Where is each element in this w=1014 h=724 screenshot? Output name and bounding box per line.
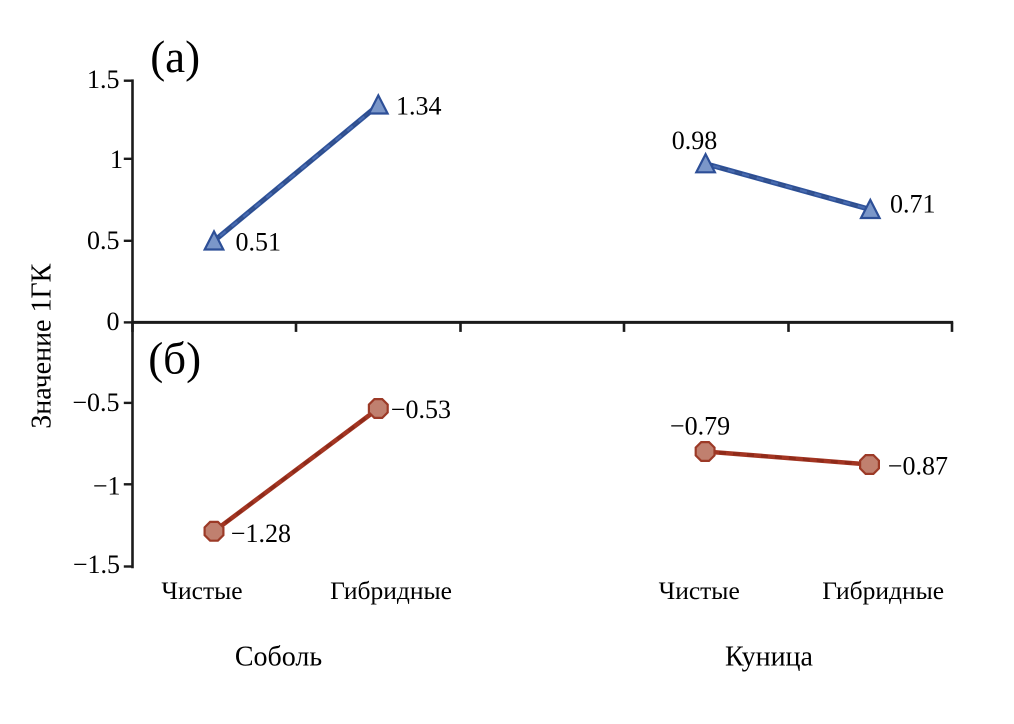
svg-text:Гибридные: Гибридные <box>330 576 452 605</box>
svg-text:−0.87: −0.87 <box>888 451 948 480</box>
svg-text:1: 1 <box>110 145 123 174</box>
svg-text:Значение 1ГК: Значение 1ГК <box>26 263 57 428</box>
svg-text:1.34: 1.34 <box>396 91 442 120</box>
svg-text:Чистые: Чистые <box>161 576 242 605</box>
svg-text:Куница: Куница <box>725 642 814 673</box>
svg-text:−0.5: −0.5 <box>72 388 119 417</box>
svg-text:0: 0 <box>107 307 120 336</box>
svg-text:−1: −1 <box>93 471 121 500</box>
svg-text:−1.28: −1.28 <box>231 519 291 548</box>
svg-text:0.98: 0.98 <box>672 126 718 155</box>
svg-text:Чистые: Чистые <box>659 576 740 605</box>
svg-text:Соболь: Соболь <box>235 642 322 673</box>
svg-text:−1.5: −1.5 <box>73 550 120 579</box>
svg-text:(а): (а) <box>150 32 200 82</box>
svg-text:1.5: 1.5 <box>87 65 120 94</box>
svg-text:0.51: 0.51 <box>236 227 282 256</box>
svg-text:−0.53: −0.53 <box>391 395 451 424</box>
svg-text:(б): (б) <box>148 334 201 384</box>
svg-text:Гибридные: Гибридные <box>822 576 944 605</box>
svg-text:0.5: 0.5 <box>87 226 120 255</box>
svg-text:0.71: 0.71 <box>890 190 936 219</box>
svg-text:−0.79: −0.79 <box>670 412 730 441</box>
